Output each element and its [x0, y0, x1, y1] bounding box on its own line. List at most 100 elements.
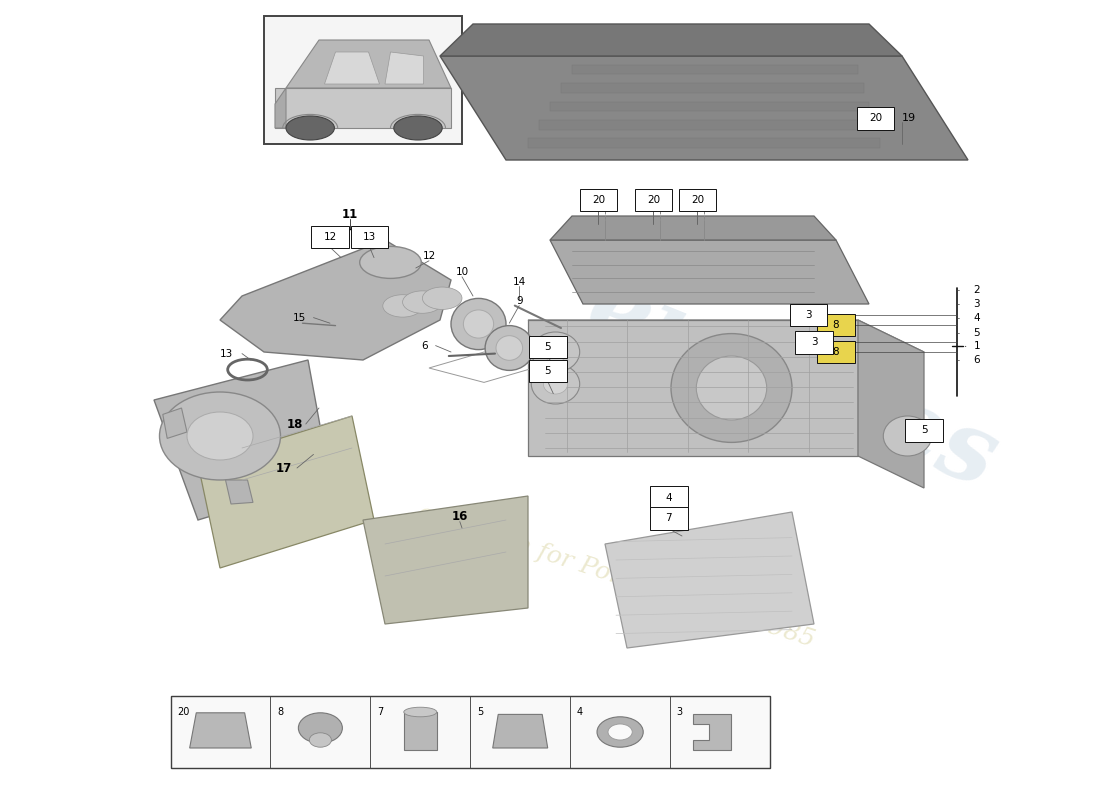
- Ellipse shape: [286, 116, 334, 140]
- Polygon shape: [528, 320, 924, 352]
- Polygon shape: [220, 240, 451, 360]
- Polygon shape: [275, 88, 286, 128]
- Text: 20: 20: [691, 195, 704, 205]
- FancyBboxPatch shape: [650, 486, 688, 509]
- Ellipse shape: [403, 291, 442, 314]
- FancyBboxPatch shape: [311, 226, 349, 248]
- Ellipse shape: [608, 724, 632, 740]
- Polygon shape: [539, 120, 874, 130]
- Bar: [670, 696, 770, 768]
- Text: 12: 12: [422, 251, 436, 261]
- Text: 19: 19: [902, 114, 915, 123]
- Ellipse shape: [309, 733, 331, 747]
- Polygon shape: [324, 52, 380, 84]
- Text: 3: 3: [811, 338, 817, 347]
- Text: 18: 18: [287, 418, 303, 430]
- Polygon shape: [550, 240, 869, 304]
- Text: 11: 11: [342, 208, 358, 221]
- Bar: [264, 16, 462, 144]
- Text: 3: 3: [805, 310, 812, 320]
- FancyBboxPatch shape: [529, 336, 566, 358]
- Text: 16: 16: [452, 510, 468, 522]
- Text: 5: 5: [544, 342, 551, 352]
- Ellipse shape: [383, 294, 422, 317]
- Text: 20: 20: [592, 195, 605, 205]
- Ellipse shape: [187, 412, 253, 460]
- Ellipse shape: [543, 342, 568, 362]
- Polygon shape: [528, 138, 880, 148]
- Ellipse shape: [485, 326, 534, 370]
- Polygon shape: [693, 714, 732, 750]
- FancyBboxPatch shape: [529, 360, 566, 382]
- Ellipse shape: [160, 392, 280, 480]
- Polygon shape: [404, 712, 437, 750]
- Text: europes: europes: [573, 259, 1011, 509]
- Text: 2: 2: [974, 285, 980, 294]
- Text: 1: 1: [974, 342, 980, 351]
- Ellipse shape: [360, 246, 421, 278]
- Text: 6: 6: [421, 341, 428, 350]
- Text: 4: 4: [666, 493, 672, 502]
- Ellipse shape: [404, 707, 437, 717]
- Text: 5: 5: [921, 426, 927, 435]
- Polygon shape: [550, 102, 869, 111]
- Bar: [170, 696, 271, 768]
- Text: 8: 8: [833, 320, 839, 330]
- FancyBboxPatch shape: [905, 419, 943, 442]
- Ellipse shape: [422, 287, 462, 310]
- FancyBboxPatch shape: [817, 341, 855, 363]
- Text: 4: 4: [576, 707, 583, 717]
- FancyBboxPatch shape: [635, 189, 672, 211]
- Ellipse shape: [531, 332, 580, 372]
- Text: 15: 15: [293, 313, 306, 322]
- Polygon shape: [440, 56, 968, 160]
- Text: 9: 9: [516, 296, 522, 306]
- Ellipse shape: [671, 334, 792, 442]
- Polygon shape: [572, 65, 858, 74]
- Text: 14: 14: [513, 277, 526, 286]
- Ellipse shape: [496, 336, 522, 360]
- Polygon shape: [493, 714, 548, 748]
- FancyBboxPatch shape: [817, 314, 855, 336]
- Bar: [471, 696, 570, 768]
- Text: 20: 20: [869, 114, 882, 123]
- Polygon shape: [605, 512, 814, 648]
- Polygon shape: [363, 496, 528, 624]
- FancyBboxPatch shape: [795, 331, 833, 354]
- Polygon shape: [286, 40, 451, 88]
- Text: 7: 7: [377, 707, 383, 717]
- Polygon shape: [154, 360, 330, 520]
- Ellipse shape: [531, 364, 580, 404]
- Polygon shape: [440, 24, 902, 56]
- FancyBboxPatch shape: [351, 226, 388, 248]
- Polygon shape: [858, 320, 924, 488]
- Bar: [170, 696, 770, 768]
- Polygon shape: [385, 52, 424, 84]
- Ellipse shape: [696, 356, 767, 420]
- Bar: [371, 696, 471, 768]
- Text: 17: 17: [276, 462, 292, 474]
- Ellipse shape: [543, 374, 568, 394]
- Polygon shape: [561, 83, 864, 93]
- Text: 20: 20: [177, 707, 189, 717]
- Polygon shape: [189, 713, 251, 748]
- Text: 5: 5: [544, 366, 551, 376]
- Text: 13: 13: [363, 232, 376, 242]
- Text: 8: 8: [833, 347, 839, 357]
- Text: 3: 3: [974, 299, 980, 309]
- Ellipse shape: [463, 310, 494, 338]
- Text: 6: 6: [974, 355, 980, 365]
- Text: 5: 5: [974, 328, 980, 338]
- Bar: [570, 696, 670, 768]
- Text: 7: 7: [666, 514, 672, 523]
- Ellipse shape: [451, 298, 506, 350]
- Ellipse shape: [394, 116, 442, 140]
- Polygon shape: [550, 216, 836, 240]
- Ellipse shape: [883, 416, 932, 456]
- Text: 10: 10: [455, 267, 469, 277]
- Text: 20: 20: [647, 195, 660, 205]
- FancyBboxPatch shape: [580, 189, 617, 211]
- Polygon shape: [198, 416, 374, 568]
- Ellipse shape: [298, 713, 342, 743]
- Text: 5: 5: [477, 707, 483, 717]
